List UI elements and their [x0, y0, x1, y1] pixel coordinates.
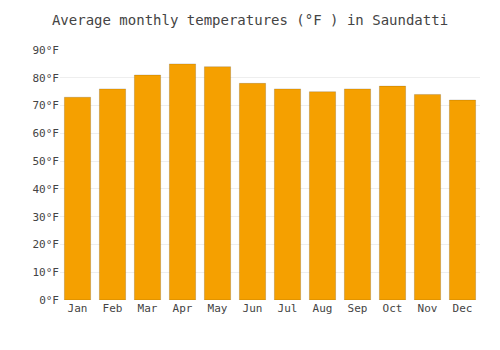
- svg-text:Aug: Aug: [313, 302, 333, 315]
- svg-text:Dec: Dec: [453, 302, 473, 315]
- svg-text:0°F: 0°F: [39, 294, 59, 307]
- svg-text:60°F: 60°F: [33, 127, 60, 140]
- svg-text:80°F: 80°F: [33, 72, 60, 85]
- svg-text:May: May: [208, 302, 228, 315]
- svg-text:40°F: 40°F: [33, 183, 60, 196]
- svg-text:50°F: 50°F: [33, 155, 60, 168]
- svg-text:90°F: 90°F: [33, 44, 60, 57]
- svg-text:Feb: Feb: [103, 302, 123, 315]
- svg-text:30°F: 30°F: [33, 211, 60, 224]
- svg-text:Apr: Apr: [173, 302, 193, 315]
- svg-text:70°F: 70°F: [33, 99, 60, 112]
- svg-text:Jan: Jan: [68, 302, 88, 315]
- svg-text:20°F: 20°F: [33, 238, 60, 251]
- svg-text:Jul: Jul: [278, 302, 298, 315]
- svg-text:10°F: 10°F: [33, 266, 60, 279]
- svg-text:Oct: Oct: [383, 302, 403, 315]
- svg-text:Mar: Mar: [138, 302, 158, 315]
- svg-text:Jun: Jun: [243, 302, 263, 315]
- svg-text:Average monthly temperatures (: Average monthly temperatures (°F ) in Sa…: [52, 12, 448, 28]
- svg-text:Sep: Sep: [348, 302, 368, 315]
- svg-text:Nov: Nov: [418, 302, 438, 315]
